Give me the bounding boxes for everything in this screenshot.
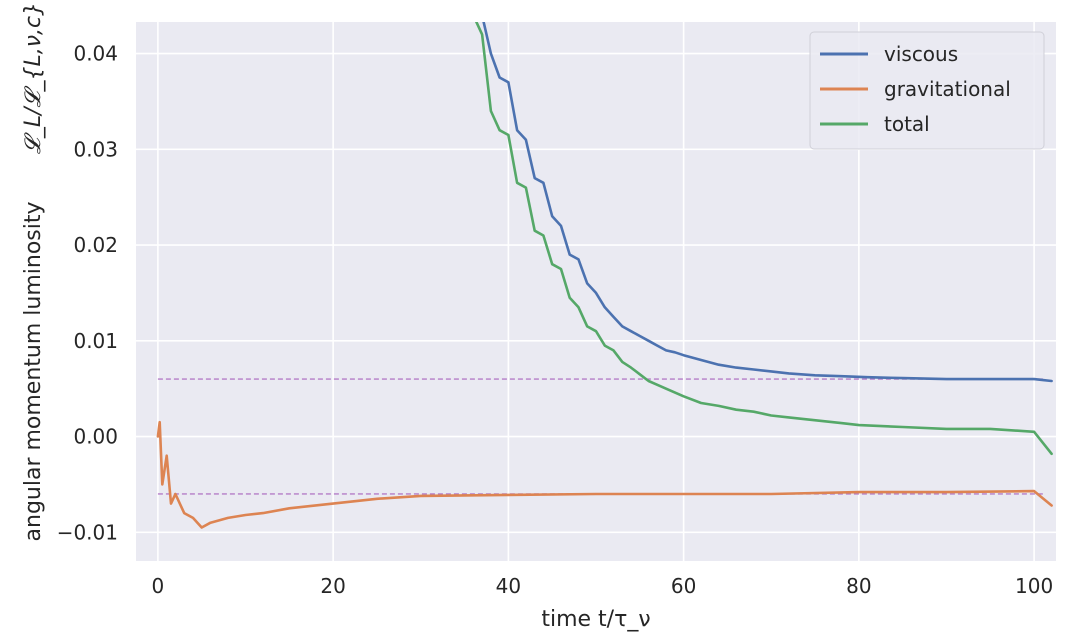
x-axis-label: time t/τ_ν [541,607,650,632]
series-lines [156,22,1053,529]
legend-label-total: total [884,112,930,136]
x-tick-label: 100 [1015,574,1053,598]
x-tick-label: 40 [496,574,521,598]
y-tick-label: 0.00 [73,425,118,449]
y-tick-label: 0.04 [73,42,118,66]
x-tick-labels: 0 20 40 60 80 100 [152,574,1054,598]
legend-label-viscous: viscous [884,42,958,66]
x-tick-label: 60 [671,574,696,598]
y-tick-label: 0.02 [73,233,118,257]
series-line-viscous [482,22,1053,383]
series-line-gravitational [156,420,1053,529]
legend-box [809,31,1045,150]
legend: viscous gravitational total [809,31,1045,150]
y-axis-label-math: 𝓛_L/𝓛_{L,ν,c} [21,2,46,154]
y-axis-label: angular momentum luminosity [21,202,46,542]
y-tick-label: 0.01 [73,329,118,353]
x-tick-label: 20 [320,574,345,598]
legend-label-gravitational: gravitational [884,77,1011,101]
y-tick-labels: −0.01 0.00 0.01 0.02 0.03 0.04 [57,42,118,545]
x-tick-label: 0 [152,574,165,598]
series-line-total [474,22,1053,456]
x-tick-label: 80 [846,574,871,598]
y-tick-label: −0.01 [57,520,118,544]
y-tick-label: 0.03 [73,137,118,161]
